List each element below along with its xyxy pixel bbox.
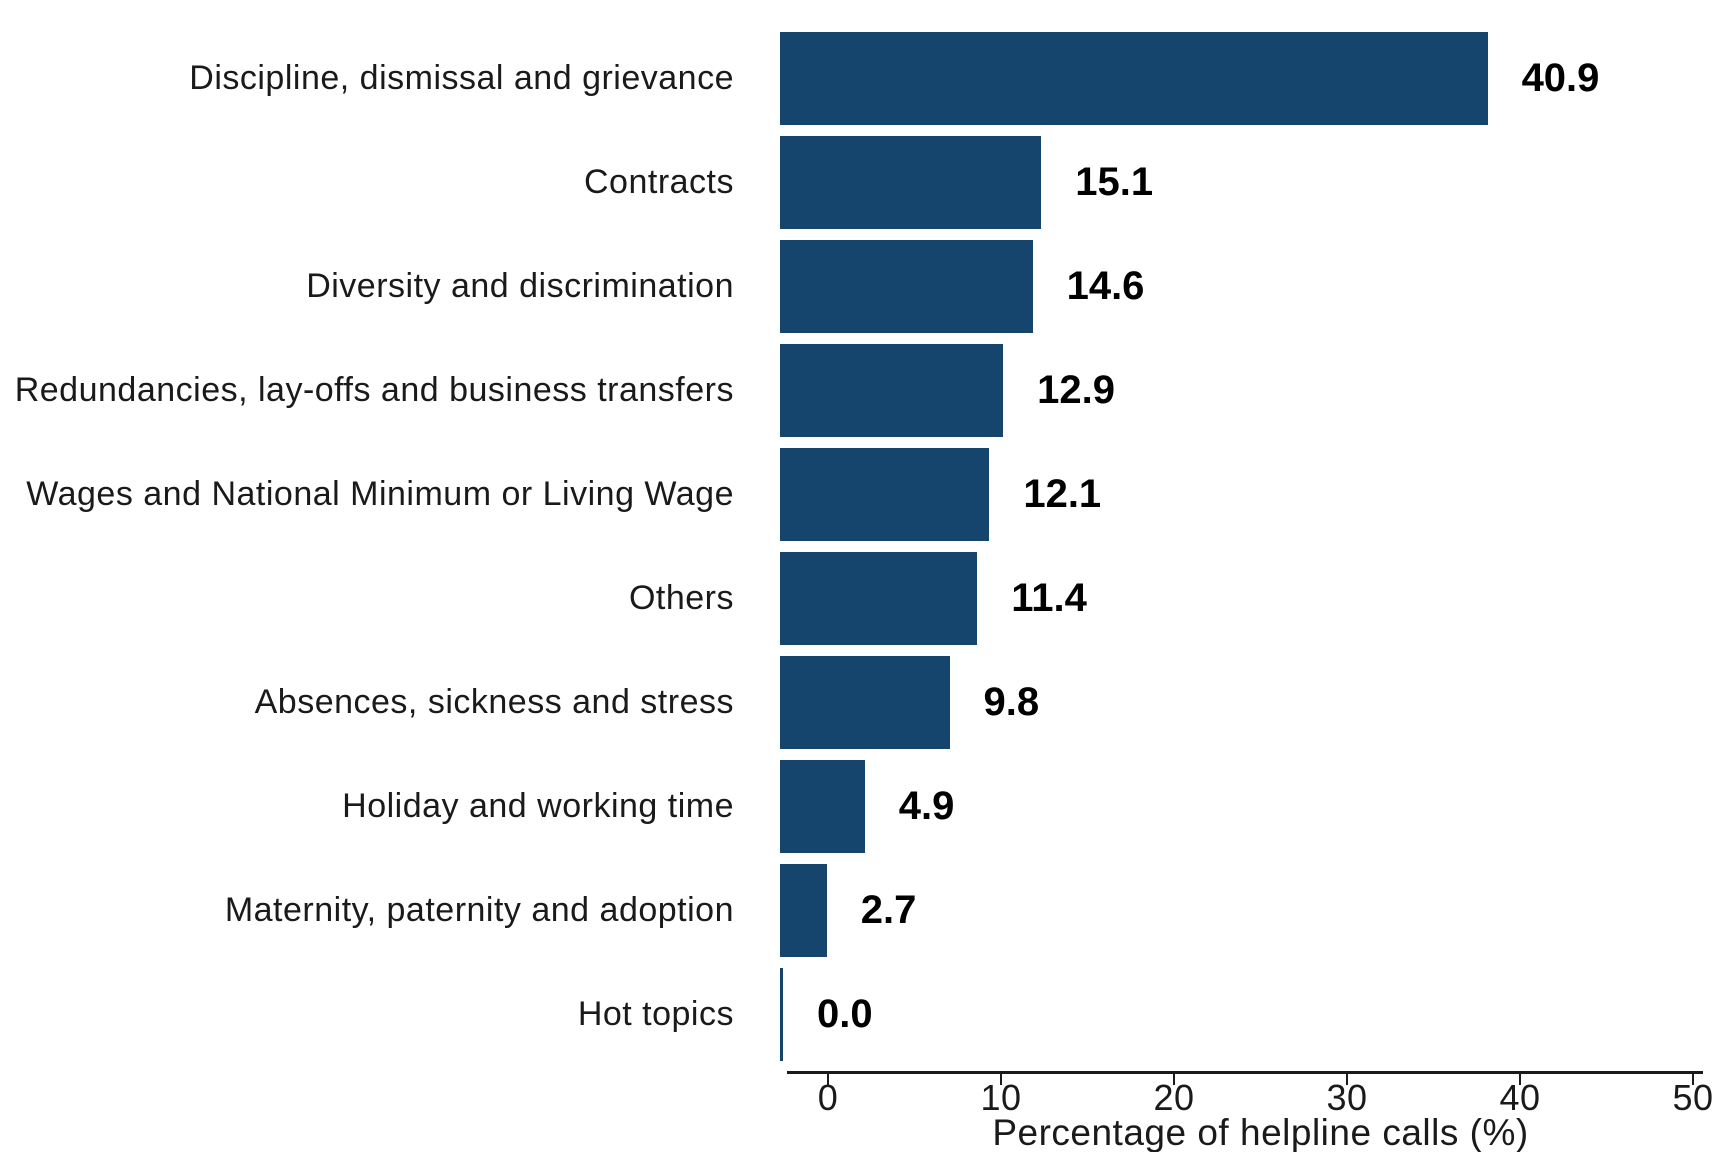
value-label: 14.6 [1066,263,1145,308]
value-label: 0.0 [817,991,873,1036]
bar-row: Wages and National Minimum or Living Wag… [0,442,1728,546]
bar-row: Absences, sickness and stress 9.8 [0,650,1728,754]
bar-rows: Discipline, dismissal and grievance 40.9 C… [0,26,1728,1066]
bar-zone: 40.9 [780,26,1728,130]
bar-row: Others 11.4 [0,546,1728,650]
x-axis-tick-label: 20 [1153,1077,1195,1118]
x-axis-title: Percentage of helpline calls (%) [992,1112,1529,1152]
bar-row: Discipline, dismissal and grievance 40.9 [0,26,1728,130]
bar [780,447,990,541]
bar-row: Maternity, paternity and adoption 2.7 [0,858,1728,962]
bar-zone: 14.6 [780,234,1728,338]
bar-row: Hot topics 0.0 [0,962,1728,1066]
x-axis-tick-mark [1173,1074,1175,1085]
value-label: 15.1 [1075,159,1154,204]
bar [780,135,1042,229]
x-axis-tick-mark [1000,1074,1002,1085]
value-label: 11.4 [1011,575,1087,620]
bar-row: Diversity and discrimination 14.6 [0,234,1728,338]
category-label: Wages and National Minimum or Living Wag… [26,474,734,513]
bar-zone: 12.1 [780,442,1728,546]
bar [780,551,978,645]
x-axis-tick-mark [1519,1074,1521,1085]
bar-zone: 2.7 [780,858,1728,962]
category-label: Others [628,578,734,617]
x-axis-tick-label: 10 [980,1077,1022,1118]
x-axis-tick-mark [1692,1074,1694,1085]
value-label: 12.1 [1023,471,1102,516]
bar [780,759,865,853]
category-label: Hot topics [577,994,734,1033]
bar-row: Redundancies, lay-offs and business tran… [0,338,1728,442]
bar-zone: 9.8 [780,650,1728,754]
x-axis-line [787,1071,1703,1074]
value-label: 4.9 [898,783,955,828]
x-axis-tick-label: 30 [1326,1077,1368,1118]
bar [780,863,827,957]
value-label: 12.9 [1037,367,1116,412]
bar [780,967,783,1061]
x-axis-tick-mark [1346,1074,1348,1085]
value-label: 9.8 [983,679,1040,724]
bar-zone: 11.4 [780,546,1728,650]
bar [780,31,1488,125]
x-axis-tick-label: 50 [1672,1077,1714,1118]
bar [780,343,1004,437]
category-label: Absences, sickness and stress [254,682,734,721]
category-label: Diversity and discrimination [306,266,734,305]
bar-row: Holiday and working time 4.9 [0,754,1728,858]
bar-zone: 12.9 [780,338,1728,442]
category-label: Maternity, paternity and adoption [224,890,734,929]
x-axis-tick-label: 40 [1499,1077,1541,1118]
bar [780,239,1033,333]
bar-row: Contracts 15.1 [0,130,1728,234]
bar-zone: 0.0 [780,962,1728,1066]
x-axis-tick-mark [827,1074,829,1085]
category-label: Contracts [584,162,734,201]
category-label: Redundancies, lay-offs and business tran… [14,370,734,409]
value-label: 2.7 [860,887,917,932]
x-axis-tick-label: 0 [817,1077,839,1118]
bar-zone: 15.1 [780,130,1728,234]
bar [780,655,950,749]
bar-zone: 4.9 [780,754,1728,858]
category-label: Holiday and working time [342,786,734,825]
category-label: Discipline, dismissal and grievance [189,58,734,97]
value-label: 40.9 [1521,55,1600,100]
